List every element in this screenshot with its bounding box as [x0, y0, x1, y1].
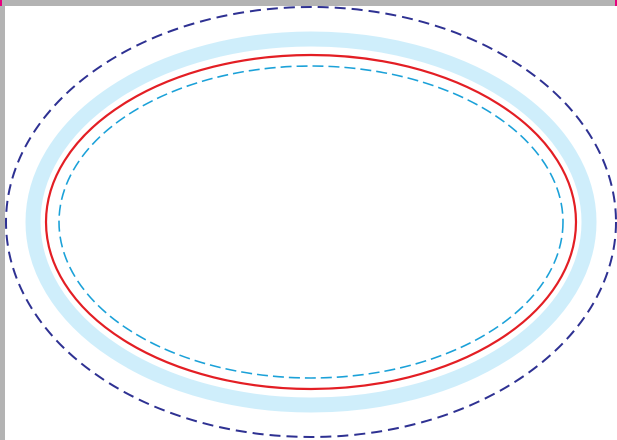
inner-safe-dashed-ellipse [58, 65, 564, 379]
artboard-frame-top [0, 0, 617, 6]
crop-mark-top-right [615, 0, 617, 6]
outer-bleed-dashed-ellipse [5, 6, 617, 438]
artboard-frame-left [0, 0, 5, 440]
red-cut-line-ellipse [44, 53, 578, 391]
crop-mark-top-left [0, 0, 2, 6]
light-blue-safety-band-ellipse [25, 31, 597, 413]
